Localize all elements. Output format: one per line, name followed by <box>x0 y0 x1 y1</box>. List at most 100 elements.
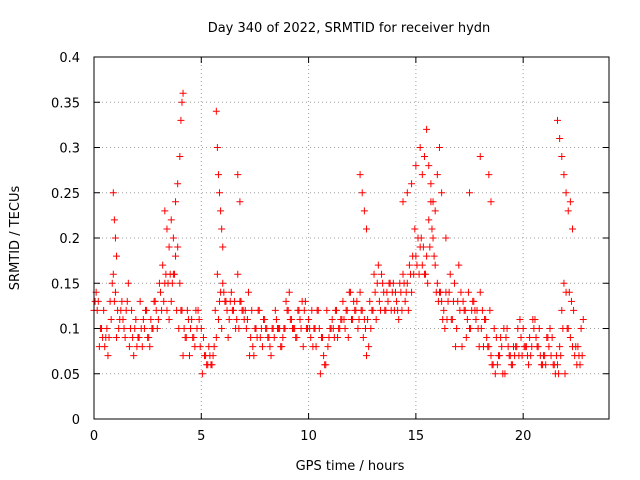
data-point <box>355 315 363 323</box>
data-point <box>574 343 582 351</box>
data-point <box>299 343 307 351</box>
data-point <box>375 297 383 305</box>
data-point <box>308 306 316 314</box>
data-point <box>248 306 256 314</box>
data-point <box>187 325 195 332</box>
data-point <box>577 325 585 332</box>
data-point <box>111 288 119 296</box>
data-point <box>371 288 379 296</box>
data-point <box>167 216 175 224</box>
y-tick-label: 0.1 <box>59 323 80 338</box>
data-point <box>334 334 342 342</box>
data-point <box>344 334 352 342</box>
data-point <box>325 334 333 342</box>
data-point <box>340 315 348 323</box>
data-point <box>378 270 386 278</box>
data-point <box>113 252 121 260</box>
data-point <box>454 297 462 305</box>
data-point <box>526 334 534 342</box>
data-point <box>218 325 226 332</box>
data-point <box>316 370 324 378</box>
data-point <box>295 306 303 314</box>
data-point <box>557 352 565 360</box>
data-point <box>214 315 222 323</box>
data-point <box>389 279 397 287</box>
data-point <box>488 361 496 369</box>
y-axis-ticks: 0 0.05 0.1 0.15 0.2 0.25 0.3 0.35 0.4 <box>51 51 609 428</box>
data-point <box>404 306 412 314</box>
data-point <box>555 370 563 378</box>
data-point <box>165 243 173 251</box>
data-point <box>165 315 173 323</box>
data-point <box>565 288 573 296</box>
data-point <box>297 325 305 332</box>
data-point <box>491 370 499 378</box>
data-point <box>428 225 436 233</box>
data-point <box>235 325 243 332</box>
y-tick-label: 0.15 <box>51 277 80 292</box>
data-point <box>254 306 262 314</box>
data-point <box>467 325 475 332</box>
data-point <box>247 334 255 342</box>
data-point <box>198 370 206 378</box>
data-point <box>497 334 505 342</box>
data-point <box>505 352 513 360</box>
data-point <box>361 325 369 332</box>
data-point <box>562 189 570 197</box>
data-point <box>228 306 236 314</box>
data-point <box>422 270 430 278</box>
data-point <box>357 306 365 314</box>
data-point <box>415 270 423 278</box>
data-point <box>321 361 329 369</box>
data-point <box>503 325 511 332</box>
y-tick-label: 0.25 <box>51 187 80 202</box>
data-point <box>314 306 322 314</box>
data-point <box>172 198 180 206</box>
data-point <box>197 325 205 332</box>
data-point <box>570 306 578 314</box>
data-point <box>490 325 498 332</box>
data-point <box>123 297 131 305</box>
data-point <box>121 334 129 342</box>
data-point <box>417 234 425 242</box>
y-tick-label: 0.4 <box>59 51 80 66</box>
data-point <box>158 306 166 314</box>
data-point <box>278 343 286 351</box>
data-point <box>329 325 337 332</box>
data-point <box>172 252 180 260</box>
data-point <box>413 261 421 269</box>
data-point <box>550 361 558 369</box>
data-point <box>563 325 571 332</box>
data-point <box>400 279 408 287</box>
data-point <box>560 279 568 287</box>
data-point <box>487 198 495 206</box>
data-point <box>447 315 455 323</box>
data-point <box>512 343 520 351</box>
data-point <box>464 288 472 296</box>
data-point <box>168 279 176 287</box>
data-point <box>179 89 187 97</box>
y-tick-label: 0 <box>72 413 80 428</box>
data-point <box>522 343 530 351</box>
data-point <box>110 297 118 305</box>
data-point <box>395 315 403 323</box>
data-point <box>212 107 220 115</box>
data-point <box>431 261 439 269</box>
data-point <box>151 297 159 305</box>
data-point <box>296 315 304 323</box>
data-point <box>381 306 389 314</box>
data-point <box>517 334 525 342</box>
data-point <box>110 216 118 224</box>
data-point <box>312 343 320 351</box>
data-point <box>431 207 439 215</box>
data-point <box>183 306 191 314</box>
data-point <box>383 288 391 296</box>
data-point <box>578 352 586 360</box>
data-point <box>272 315 280 323</box>
data-point <box>566 334 574 342</box>
data-point <box>501 370 509 378</box>
data-point <box>236 198 244 206</box>
data-point <box>117 306 125 314</box>
data-point <box>282 297 290 305</box>
